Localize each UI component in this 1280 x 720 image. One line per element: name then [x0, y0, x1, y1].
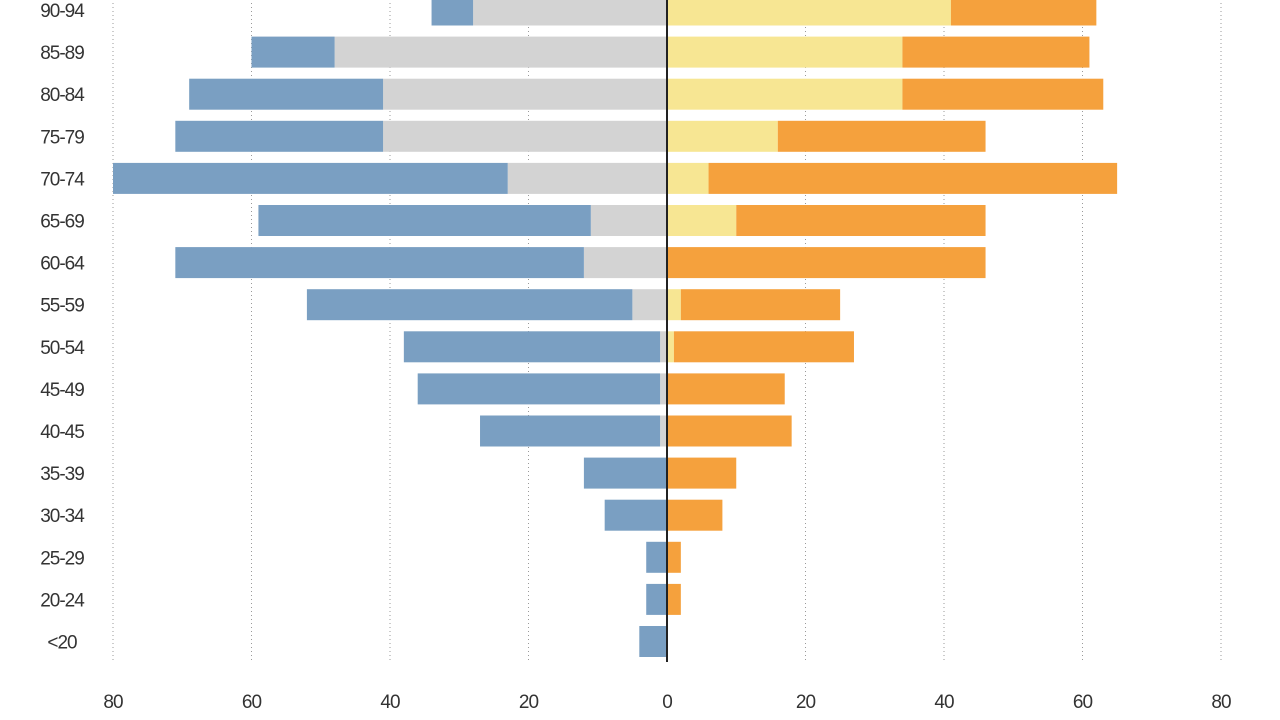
bar-left-outer-65-69: [258, 205, 591, 236]
bar-right-outer-55-59: [680, 289, 841, 321]
category-label: 75-79: [40, 127, 84, 148]
category-label: 35-39: [40, 464, 84, 485]
bar-right-outer-60-64: [667, 247, 986, 279]
bar-right-outer-45-49: [667, 373, 785, 405]
category-label: 60-64: [40, 254, 85, 275]
bar-right-outer-20-24: [667, 583, 681, 615]
bar-left-outer-70-74: [113, 162, 508, 194]
x-tick-label: 0: [662, 692, 672, 713]
bar-left-inner-90-94: [473, 0, 667, 26]
bar-left-outer-80-84: [189, 78, 384, 110]
x-tick-label: 40: [380, 692, 400, 713]
category-labels: 90-94 85-89 80-84 75-79 70-74 65-69 60-64 55-59…: [40, 1, 86, 654]
x-tick-label: 80: [103, 692, 123, 713]
x-tick-label: 20: [796, 692, 816, 713]
bar-right-outer-80-84: [902, 78, 1104, 110]
bar-right-outer-35-39: [667, 457, 737, 489]
bar-right-outer-30-34: [667, 499, 723, 531]
category-label: 70-74: [40, 169, 85, 190]
bar-left-outer-30-34: [604, 499, 667, 531]
bar-left-outer-75-79: [175, 120, 384, 152]
category-label: 45-49: [40, 380, 84, 401]
bar-right-outer-85-89: [902, 36, 1090, 68]
bar-right-outer-40-45: [667, 415, 792, 447]
bar-right-outer-50-54: [673, 331, 854, 363]
category-label: 30-34: [40, 506, 85, 527]
bar-left-outer-40-45: [480, 415, 661, 447]
bar-left-inner-80-84: [383, 78, 667, 110]
bar-left-outer-50-54: [403, 331, 661, 363]
category-label: 50-54: [40, 338, 85, 359]
x-tick-label: 60: [1073, 692, 1093, 713]
bar-left-inner-75-79: [383, 120, 667, 152]
bar-right-inner-80-84: [667, 78, 903, 110]
bar-right-outer-25-29: [667, 541, 681, 573]
bar-right-outer-65-69: [736, 205, 986, 236]
bar-left-outer-45-49: [417, 373, 661, 405]
category-label: 25-29: [40, 548, 84, 569]
category-label: <20: [47, 633, 77, 654]
bar-left-inner-70-74: [507, 162, 667, 194]
bars: [113, 0, 1118, 657]
bar-left-outer-55-59: [306, 289, 633, 321]
bar-right-inner-70-74: [667, 162, 709, 194]
bar-right-inner-50-54: [667, 331, 674, 363]
bar-left-outer-35-39: [583, 457, 667, 489]
bar-right-inner-85-89: [667, 36, 903, 68]
x-tick-label: 60: [242, 692, 262, 713]
category-label: 80-84: [40, 85, 85, 106]
bar-left-outer-25-29: [646, 541, 667, 573]
bar-left-outer-90-94: [431, 0, 474, 26]
x-tick-label: 40: [934, 692, 954, 713]
bar-left-outer-85-89: [251, 36, 335, 68]
bar-left-outer-60-64: [175, 247, 584, 279]
bar-left-inner-45-49: [660, 373, 667, 405]
bar-right-inner-75-79: [667, 120, 778, 152]
bar-left-inner-40-45: [660, 415, 667, 447]
category-label: 20-24: [40, 590, 85, 611]
bar-left-outer-lt20: [639, 626, 667, 657]
category-label: 90-94: [40, 1, 85, 22]
bar-right-outer-70-74: [708, 162, 1118, 194]
category-label: 55-59: [40, 296, 84, 317]
bar-left-inner-65-69: [590, 205, 667, 236]
bar-right-outer-90-94: [950, 0, 1097, 26]
x-axis-tick-labels: 80 60 40 20 0 20 40 60 80: [103, 692, 1232, 713]
category-label: 85-89: [40, 43, 84, 64]
category-label: 65-69: [40, 212, 84, 233]
bar-left-outer-20-24: [646, 583, 667, 615]
bar-left-inner-60-64: [583, 247, 667, 279]
bar-left-inner-85-89: [334, 36, 667, 68]
bar-right-inner-55-59: [667, 289, 681, 321]
bar-left-inner-50-54: [660, 331, 667, 363]
bar-right-outer-75-79: [777, 120, 986, 152]
category-label: 40-45: [40, 422, 84, 443]
x-tick-label: 20: [519, 692, 539, 713]
x-tick-label: 80: [1211, 692, 1231, 713]
bar-right-inner-90-94: [667, 0, 951, 26]
bar-left-inner-55-59: [632, 289, 667, 321]
bar-right-inner-65-69: [667, 205, 737, 236]
